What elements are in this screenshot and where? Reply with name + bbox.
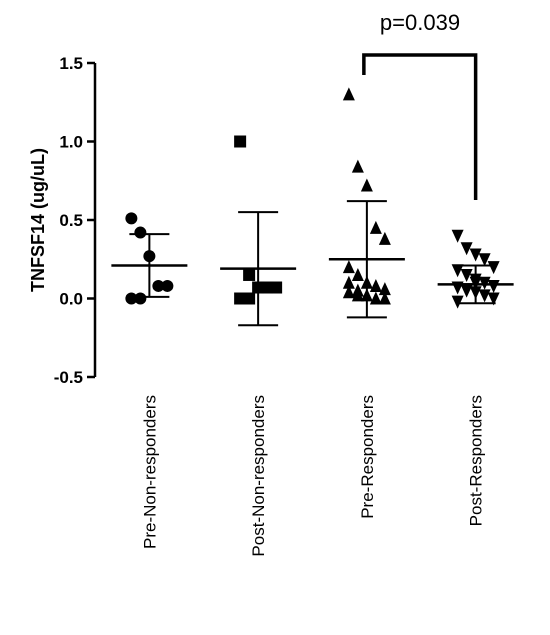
point bbox=[451, 295, 464, 309]
point bbox=[369, 220, 382, 234]
point bbox=[460, 242, 473, 256]
point bbox=[351, 283, 364, 297]
point bbox=[243, 268, 256, 281]
y-tick-label: 1.0 bbox=[59, 133, 83, 152]
point bbox=[152, 279, 165, 292]
point bbox=[378, 231, 391, 245]
point bbox=[478, 253, 491, 267]
point bbox=[342, 275, 355, 289]
x-tick-label: Pre-Responders bbox=[358, 395, 377, 519]
point bbox=[378, 291, 391, 305]
point bbox=[478, 289, 491, 303]
point bbox=[369, 291, 382, 305]
point bbox=[378, 282, 391, 296]
point bbox=[134, 226, 147, 239]
x-tick-label: Pre-Non-responders bbox=[140, 395, 159, 549]
point bbox=[451, 229, 464, 243]
y-tick-label: 1.5 bbox=[59, 54, 83, 73]
point bbox=[469, 248, 482, 262]
point bbox=[460, 268, 473, 282]
point bbox=[342, 285, 355, 299]
annotation: p=0.039 bbox=[380, 10, 460, 35]
point bbox=[351, 267, 364, 281]
x-tick-label: Post-Responders bbox=[467, 395, 486, 526]
point bbox=[270, 281, 283, 294]
x-tick-label: Post-Non-responders bbox=[249, 395, 268, 557]
point bbox=[487, 292, 500, 306]
point bbox=[460, 283, 473, 297]
point bbox=[342, 260, 355, 274]
point bbox=[487, 261, 500, 275]
y-axis-label: TNFSF14 (ug/uL) bbox=[28, 148, 48, 292]
point bbox=[125, 292, 138, 305]
point bbox=[134, 292, 147, 305]
y-tick-label: 0.5 bbox=[59, 211, 83, 230]
point bbox=[125, 212, 138, 225]
point bbox=[243, 292, 256, 305]
point bbox=[360, 178, 373, 192]
significance-bracket bbox=[362, 53, 478, 200]
point bbox=[234, 135, 247, 148]
y-tick-label: 0.0 bbox=[59, 290, 83, 309]
point bbox=[451, 264, 464, 278]
point bbox=[369, 278, 382, 292]
point bbox=[161, 279, 174, 292]
point bbox=[351, 159, 364, 173]
point bbox=[342, 87, 355, 101]
y-tick-label: -0.5 bbox=[54, 368, 83, 387]
